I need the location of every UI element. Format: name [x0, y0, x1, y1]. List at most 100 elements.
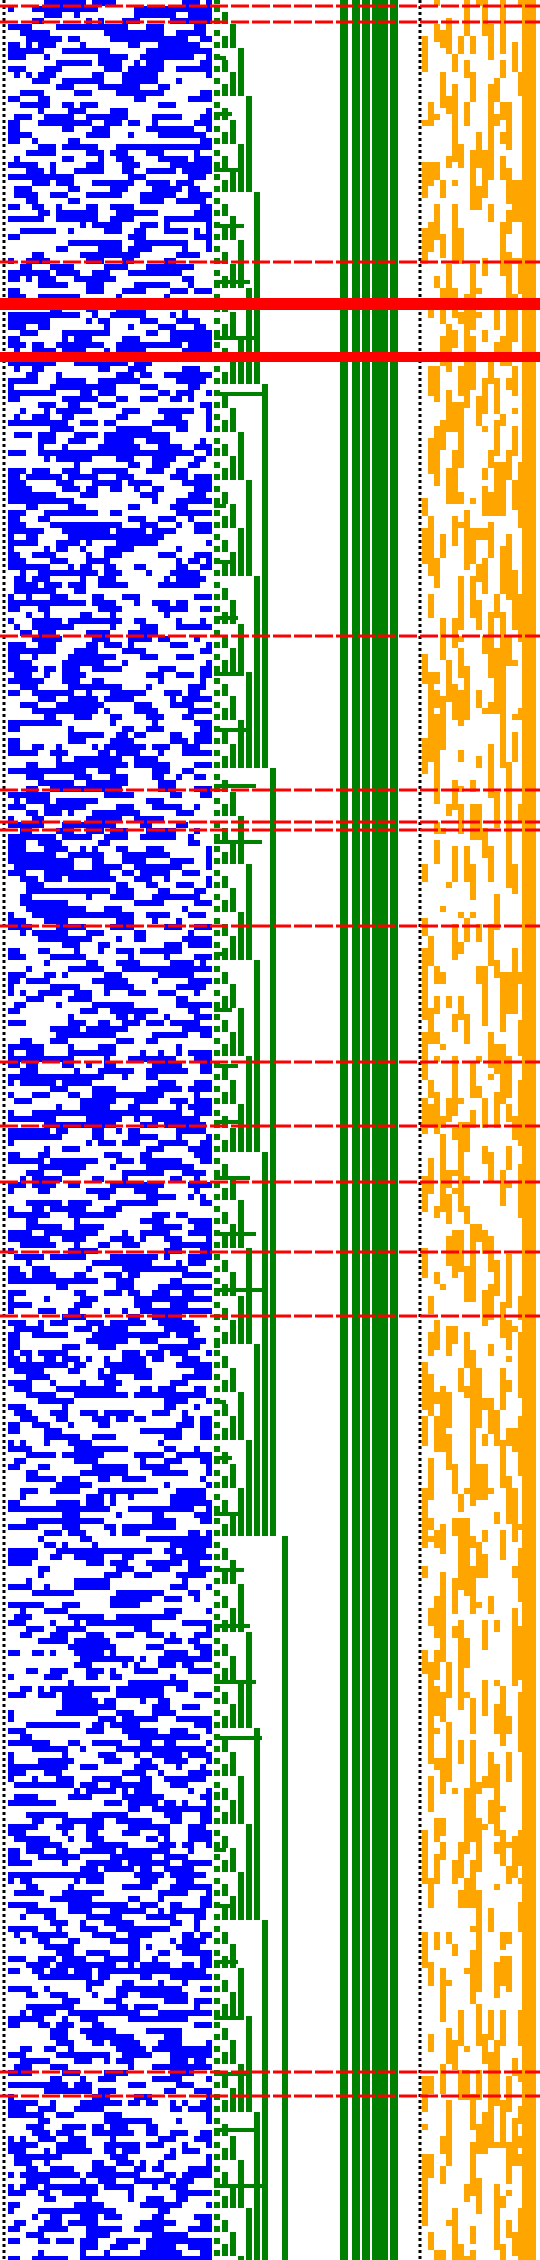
- noise-cell-left: [140, 450, 158, 456]
- noise-cell-left: [188, 1548, 206, 1554]
- noise-cell-left: [116, 444, 128, 450]
- noise-cell-left: [80, 1662, 92, 1668]
- noise-cell-left: [134, 2226, 152, 2232]
- noise-cell-left: [158, 2160, 164, 2166]
- noise-cell-left: [26, 768, 44, 774]
- noise-cell-left: [200, 1374, 212, 1380]
- noise-cell-left: [80, 2010, 98, 2016]
- noise-cell-right: [470, 1062, 476, 1068]
- counter-bit: [214, 402, 220, 408]
- noise-cell-left: [200, 696, 212, 702]
- counter-bit: [214, 1446, 220, 1452]
- noise-cell-left: [20, 2046, 32, 2052]
- noise-cell-left: [8, 216, 20, 222]
- noise-cell-left: [92, 180, 104, 186]
- noise-cell-left: [32, 1746, 50, 1752]
- noise-cell-right: [494, 1092, 500, 1128]
- noise-cell-left: [128, 1506, 134, 1512]
- noise-cell-left: [134, 2118, 146, 2124]
- noise-cell-left: [110, 1854, 116, 1860]
- noise-cell-right: [506, 168, 512, 204]
- noise-cell-left: [86, 1830, 98, 1836]
- counter-bit: [214, 2142, 220, 2148]
- noise-cell-right: [458, 1098, 464, 1104]
- noise-cell-left: [182, 1860, 188, 1866]
- counter-bit: [222, 396, 228, 408]
- noise-cell-left: [8, 744, 20, 750]
- noise-cell-right: [506, 102, 512, 138]
- noise-cell-left: [140, 1800, 158, 1806]
- noise-cell-left: [158, 1962, 170, 1968]
- noise-cell-left: [8, 594, 14, 600]
- counter-bit: [230, 1032, 236, 1056]
- noise-cell-left: [200, 1458, 212, 1464]
- noise-cell-right: [464, 2070, 470, 2100]
- noise-cell-left: [200, 678, 206, 684]
- noise-cell-left: [134, 1782, 152, 1788]
- noise-cell-left: [182, 1242, 200, 1248]
- noise-cell-left: [134, 1392, 152, 1398]
- noise-cell-left: [146, 24, 164, 30]
- noise-cell-left: [206, 2118, 212, 2124]
- counter-bit: [230, 264, 236, 288]
- noise-cell-right: [428, 2232, 434, 2250]
- noise-cell-left: [86, 1860, 104, 1866]
- noise-cell-left: [56, 1164, 68, 1170]
- noise-cell-left: [8, 420, 20, 426]
- noise-cell-left: [86, 150, 104, 156]
- noise-cell-right: [434, 558, 440, 588]
- noise-cell-left: [32, 366, 44, 372]
- noise-cell-left: [128, 132, 134, 138]
- noise-cell-left: [98, 2178, 104, 2184]
- noise-cell-left: [68, 1626, 86, 1632]
- noise-cell-right: [518, 2010, 524, 2028]
- noise-cell-left: [44, 1770, 56, 1776]
- noise-cell-right: [434, 456, 440, 486]
- noise-cell-left: [176, 576, 188, 582]
- noise-cell-right: [506, 1146, 512, 1170]
- noise-cell-right: [458, 1518, 464, 1554]
- noise-cell-right: [458, 786, 464, 792]
- noise-cell-left: [170, 420, 188, 426]
- noise-cell-left: [8, 336, 20, 342]
- noise-cell-left: [98, 390, 116, 396]
- noise-cell-left: [38, 324, 50, 330]
- noise-cell-right: [440, 1134, 446, 1158]
- noise-cell-left: [62, 1062, 74, 1068]
- noise-cell-left: [14, 1302, 32, 1308]
- noise-cell-left: [194, 2190, 212, 2196]
- noise-cell-left: [8, 564, 20, 570]
- noise-cell-left: [50, 294, 62, 300]
- noise-cell-left: [56, 906, 62, 912]
- noise-cell-right: [464, 0, 470, 36]
- noise-cell-left: [110, 1494, 116, 1500]
- noise-cell-left: [38, 1722, 56, 1728]
- noise-cell-left: [110, 2112, 122, 2118]
- noise-cell-left: [62, 846, 68, 852]
- noise-cell-left: [32, 1968, 38, 1974]
- noise-cell-left: [158, 1182, 164, 1188]
- noise-cell-right: [488, 786, 494, 798]
- noise-cell-left: [122, 1530, 140, 1536]
- noise-cell-left: [200, 2064, 212, 2070]
- noise-cell-left: [176, 1134, 182, 1140]
- noise-cell-left: [26, 1134, 32, 1140]
- noise-cell-right: [428, 1962, 434, 1974]
- noise-cell-left: [176, 156, 188, 162]
- noise-cell-right: [458, 1842, 464, 1878]
- noise-cell-left: [104, 1308, 110, 1314]
- noise-cell-right: [458, 1680, 464, 1710]
- noise-cell-left: [56, 768, 68, 774]
- noise-cell-left: [92, 756, 104, 762]
- noise-cell-right: [452, 1266, 458, 1278]
- noise-cell-left: [26, 660, 32, 666]
- noise-cell-left: [92, 1386, 104, 1392]
- noise-cell-left: [164, 186, 182, 192]
- noise-cell-left: [194, 1998, 212, 2004]
- counter-bit: [214, 2034, 220, 2040]
- noise-cell-left: [44, 1584, 50, 1590]
- counter-bit: [214, 1746, 220, 1752]
- noise-cell-left: [104, 906, 122, 912]
- noise-cell-left: [134, 348, 146, 354]
- counter-bit: [214, 630, 220, 636]
